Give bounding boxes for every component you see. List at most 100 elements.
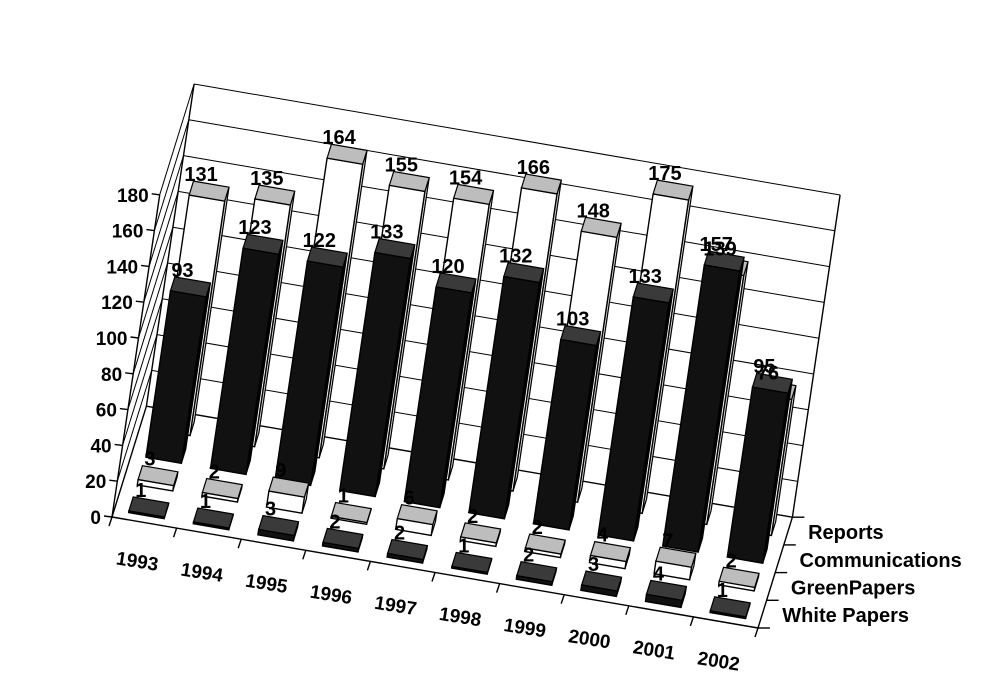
bar-top bbox=[580, 570, 623, 592]
y-tick-mark bbox=[109, 479, 118, 482]
gridline-back-140 bbox=[183, 155, 830, 268]
data-label: 164 bbox=[322, 127, 356, 149]
bar-top bbox=[709, 596, 751, 618]
y-tick-label: 100 bbox=[96, 329, 128, 350]
gridline-side-100 bbox=[138, 227, 174, 339]
data-label: 2 bbox=[467, 506, 478, 528]
data-label: 95 bbox=[753, 356, 775, 378]
data-label: 76 bbox=[757, 362, 779, 384]
bar-top bbox=[268, 476, 310, 498]
y-tick-label: 0 bbox=[90, 508, 101, 529]
bar-top bbox=[326, 143, 368, 165]
bar-top bbox=[652, 179, 694, 201]
y-axis-line bbox=[111, 194, 161, 518]
x-tick-mark bbox=[302, 550, 307, 560]
y-tick-label: 180 bbox=[117, 186, 149, 207]
x-tick-mark bbox=[560, 594, 565, 604]
x-tick-label: 2002 bbox=[696, 648, 741, 674]
y-tick-mark bbox=[146, 228, 155, 232]
data-label: 123 bbox=[238, 217, 271, 239]
bar-top bbox=[703, 250, 745, 272]
data-label: 2 bbox=[209, 462, 220, 484]
bar-top bbox=[435, 272, 477, 294]
x-tick-mark bbox=[237, 538, 242, 549]
gridline-side-140 bbox=[148, 155, 184, 267]
bar-top bbox=[718, 566, 760, 588]
y-tick-mark bbox=[151, 193, 160, 196]
data-label: 6 bbox=[404, 488, 415, 510]
x-tick-mark bbox=[366, 561, 372, 571]
bar-top bbox=[192, 507, 235, 529]
x-tick-mark bbox=[108, 516, 113, 527]
bar-top bbox=[374, 237, 416, 260]
gridline-side-80 bbox=[132, 262, 169, 374]
x-tick-label: 2001 bbox=[631, 637, 676, 664]
bar-top bbox=[257, 514, 300, 537]
series-label: GreenPapers bbox=[791, 577, 916, 599]
x-tick-mark bbox=[625, 605, 630, 616]
bar-top bbox=[516, 561, 558, 583]
bar-top bbox=[452, 183, 495, 205]
y-tick-label: 20 bbox=[85, 472, 106, 493]
bar-top bbox=[322, 527, 364, 550]
data-label: 122 bbox=[303, 230, 336, 252]
data-label: 120 bbox=[431, 256, 464, 278]
bar-top bbox=[560, 324, 602, 347]
gridline-side-20 bbox=[116, 370, 153, 482]
x-tick-mark bbox=[495, 583, 501, 593]
data-label: 166 bbox=[517, 157, 550, 179]
y-tick-label: 40 bbox=[90, 436, 111, 457]
bar-top bbox=[632, 282, 674, 304]
data-label: 1 bbox=[200, 491, 211, 513]
bar-top bbox=[386, 538, 429, 561]
y-tick-mark bbox=[114, 443, 123, 447]
y-tick-label: 160 bbox=[112, 222, 144, 243]
data-label: 3 bbox=[265, 499, 276, 521]
y-tick-label: 80 bbox=[101, 365, 122, 386]
data-label: 2 bbox=[329, 511, 340, 533]
data-label: 135 bbox=[250, 168, 283, 190]
data-label: 7 bbox=[662, 530, 673, 552]
bar-top bbox=[580, 216, 622, 238]
data-label: 175 bbox=[648, 163, 681, 185]
y-tick-label: 60 bbox=[96, 401, 117, 422]
x-tick-mark bbox=[431, 572, 436, 582]
data-label: 2 bbox=[523, 545, 534, 567]
y-tick-mark bbox=[141, 264, 150, 268]
bar-top bbox=[242, 233, 284, 255]
data-label: 148 bbox=[577, 200, 610, 222]
data-label: 1 bbox=[717, 580, 728, 602]
data-label: 1 bbox=[458, 535, 469, 557]
x-tick-label: 2000 bbox=[567, 626, 612, 653]
bar-top bbox=[188, 180, 230, 202]
data-label: 1 bbox=[135, 480, 146, 502]
gridline-side-120 bbox=[143, 191, 179, 303]
bar-top bbox=[396, 504, 438, 526]
data-label: 103 bbox=[556, 309, 589, 331]
y-tick-mark bbox=[119, 407, 128, 411]
bar-top bbox=[169, 276, 212, 298]
bar-top bbox=[645, 579, 688, 601]
series-label: Reports bbox=[808, 522, 884, 544]
floor-left-edge bbox=[111, 405, 148, 518]
data-label: 1 bbox=[338, 486, 349, 508]
bar-top bbox=[503, 261, 545, 284]
x-tick-mark bbox=[689, 616, 695, 627]
bar-top bbox=[460, 522, 502, 544]
bar-top bbox=[589, 540, 632, 563]
series-label: Communications bbox=[800, 550, 962, 572]
y-tick-mark bbox=[125, 372, 134, 375]
x-tick-mark bbox=[172, 527, 178, 538]
back-wall-right-edge bbox=[791, 194, 841, 518]
data-label: 2 bbox=[394, 523, 405, 545]
data-label: 155 bbox=[385, 154, 418, 176]
x-tick-label: 1998 bbox=[438, 604, 483, 631]
bar-top bbox=[451, 551, 493, 574]
data-label: 4 bbox=[653, 563, 665, 585]
gridline-side-160 bbox=[153, 119, 190, 231]
x-tick-label: 1997 bbox=[373, 593, 418, 620]
data-label: 2 bbox=[532, 517, 543, 539]
bar-top bbox=[524, 533, 566, 555]
bar-top bbox=[254, 184, 296, 206]
